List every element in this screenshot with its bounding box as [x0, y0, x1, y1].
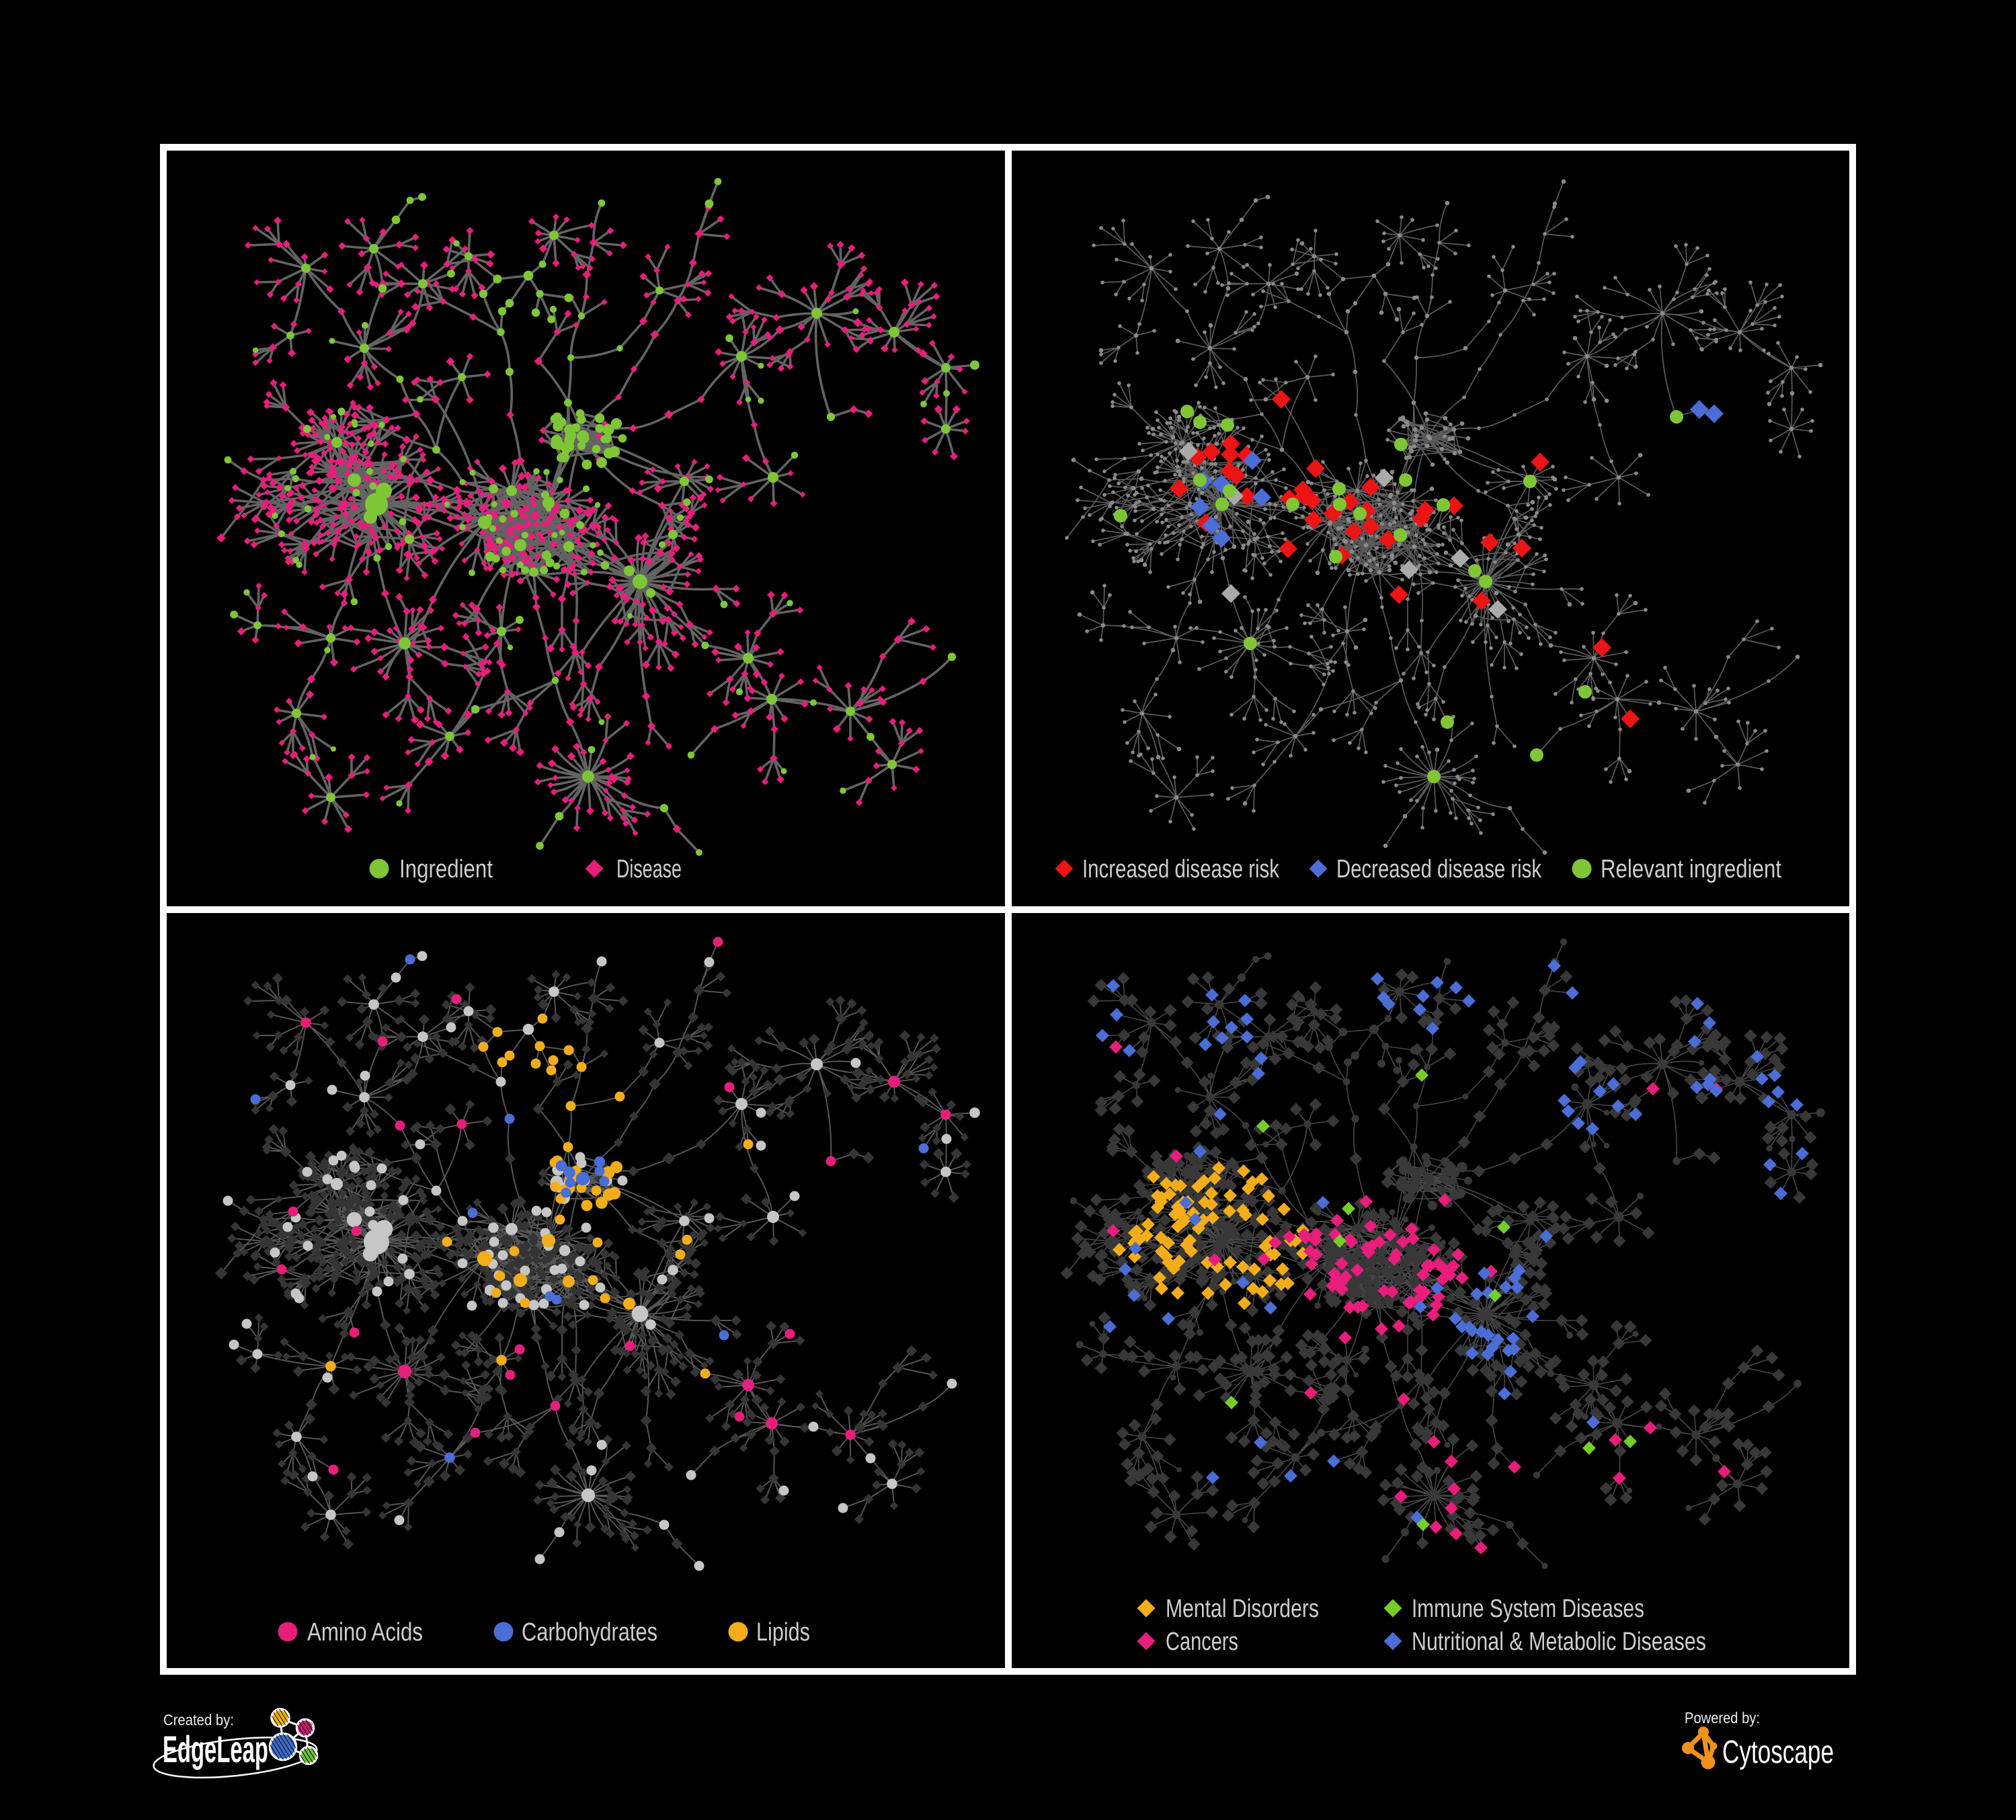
svg-text:Disease: Disease	[616, 855, 682, 883]
svg-text:Relevant ingredient: Relevant ingredient	[1601, 855, 1781, 883]
svg-text:Mental Disorders: Mental Disorders	[1166, 1595, 1319, 1623]
svg-text:EdgeLeap: EdgeLeap	[163, 1728, 268, 1770]
svg-text:Increased disease risk: Increased disease risk	[1082, 855, 1280, 883]
svg-text:Decreased disease risk: Decreased disease risk	[1336, 855, 1542, 883]
svg-text:Carbohydrates: Carbohydrates	[522, 1618, 657, 1647]
svg-text:Nutritional & Metabolic Diseas: Nutritional & Metabolic Diseases	[1412, 1628, 1706, 1656]
svg-text:Lipids: Lipids	[756, 1618, 810, 1647]
svg-text:Cytoscape: Cytoscape	[1722, 1735, 1834, 1770]
svg-text:Immune System Diseases: Immune System Diseases	[1412, 1595, 1644, 1623]
svg-text:Powered by:: Powered by:	[1685, 1709, 1760, 1727]
svg-text:Ingredient: Ingredient	[399, 855, 493, 883]
svg-text:Cancers: Cancers	[1166, 1628, 1238, 1656]
svg-text:Amino Acids: Amino Acids	[307, 1618, 423, 1647]
svg-text:Created by:: Created by:	[163, 1711, 234, 1729]
